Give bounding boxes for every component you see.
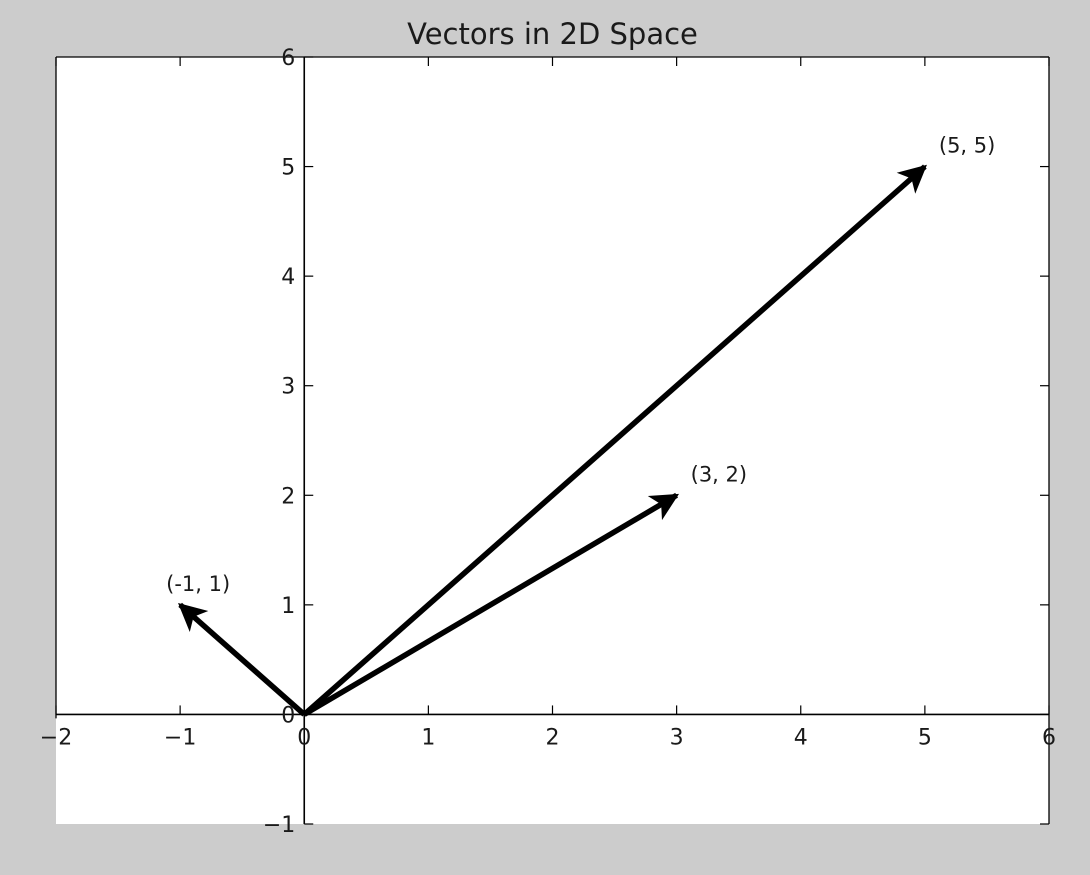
- x-tick-label: −1: [164, 725, 196, 750]
- y-tick-label: 0: [281, 703, 295, 728]
- y-tick-label: 4: [281, 265, 295, 290]
- vector-arrow: [178, 602, 307, 717]
- x-tick-label: 4: [794, 725, 808, 750]
- vector-label: (3, 2): [691, 462, 747, 486]
- x-tick-label: 3: [670, 725, 684, 750]
- x-tick-label: 0: [297, 725, 311, 750]
- y-tick-label: −1: [263, 813, 295, 838]
- vector-label: (-1, 1): [166, 572, 230, 596]
- vector-arrow: [302, 164, 927, 717]
- y-tick-label: 5: [281, 156, 295, 181]
- x-tick-label: 2: [546, 725, 560, 750]
- y-tick-label: 2: [281, 484, 295, 509]
- x-tick-label: 1: [421, 725, 435, 750]
- x-tick-label: 5: [918, 725, 932, 750]
- chart-title: Vectors in 2D Space: [407, 17, 698, 51]
- x-tick-label: −2: [40, 725, 72, 750]
- x-tick-label: 6: [1042, 725, 1056, 750]
- y-tick-label: 3: [281, 375, 295, 400]
- y-tick-label: 6: [281, 46, 295, 71]
- vector-label: (5, 5): [939, 134, 995, 158]
- y-tick-label: 1: [281, 594, 295, 619]
- plot-area: [56, 57, 1049, 824]
- vector-arrow: [302, 492, 680, 717]
